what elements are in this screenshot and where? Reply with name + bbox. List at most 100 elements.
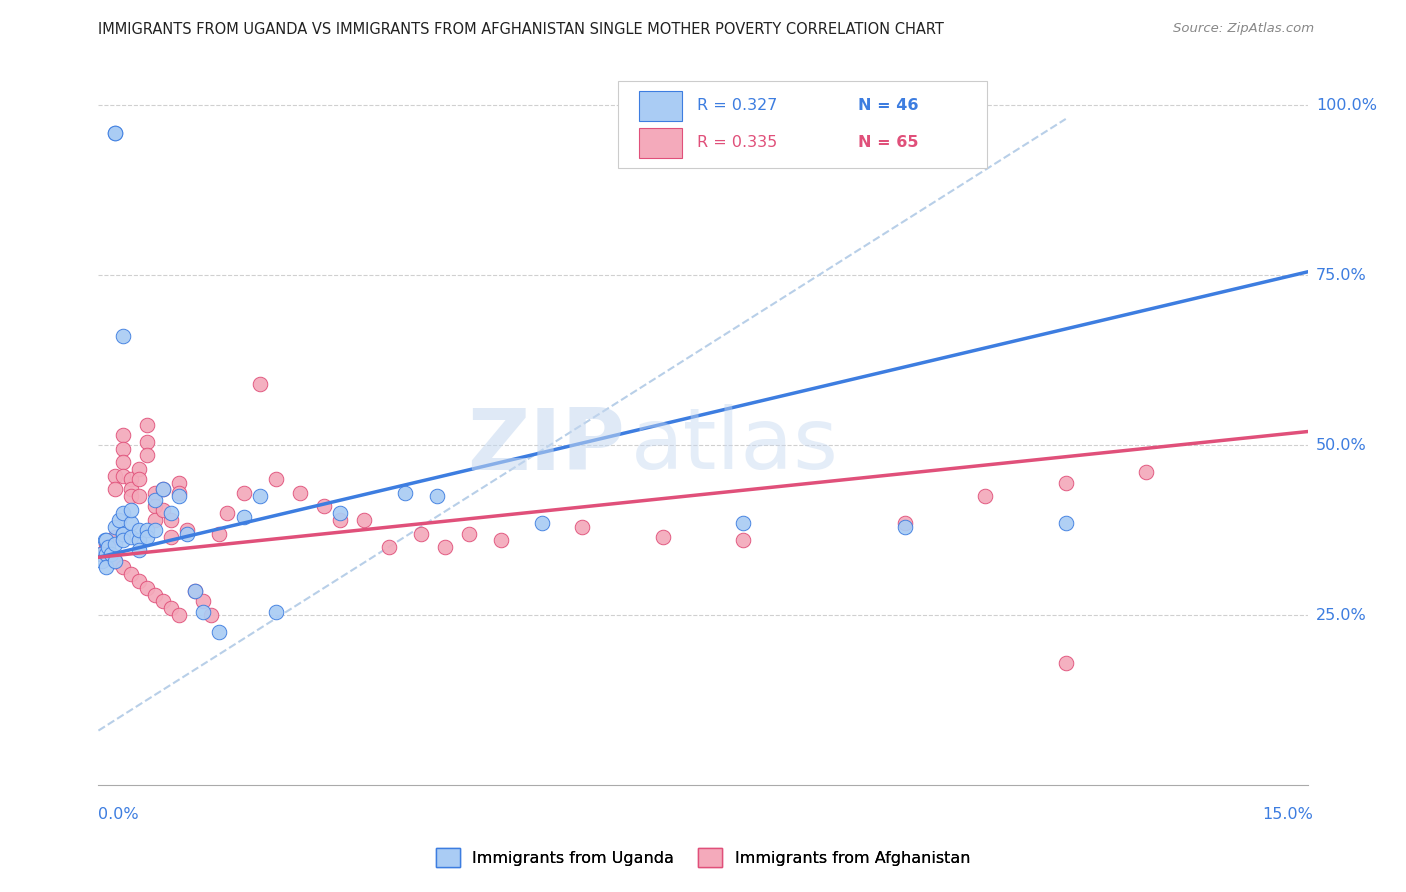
Point [120, 530, 142, 544]
Text: 25.0%: 25.0% [1316, 607, 1367, 623]
Point [135, 581, 157, 595]
Point [160, 506, 183, 520]
Point [96, 547, 118, 561]
Point [111, 442, 134, 456]
Point [128, 489, 150, 503]
Point [733, 516, 755, 531]
Point [167, 475, 190, 490]
Point [94, 533, 117, 548]
Point [111, 455, 134, 469]
Point [128, 543, 150, 558]
Text: N = 65: N = 65 [858, 135, 918, 150]
Point [733, 533, 755, 548]
FancyBboxPatch shape [638, 91, 682, 120]
Point [893, 516, 915, 531]
Point [120, 489, 142, 503]
Point [160, 513, 183, 527]
Point [571, 519, 593, 533]
Point [143, 485, 166, 500]
Point [329, 506, 352, 520]
Point [135, 530, 157, 544]
Point [107, 513, 129, 527]
Text: Source: ZipAtlas.com: Source: ZipAtlas.com [1174, 22, 1315, 36]
Point [90, 547, 112, 561]
Point [152, 483, 174, 497]
Point [1054, 516, 1077, 531]
Point [217, 506, 239, 520]
Point [152, 483, 174, 497]
Point [120, 472, 142, 486]
Point [111, 526, 134, 541]
Point [96, 543, 118, 558]
Point [1054, 475, 1077, 490]
Point [377, 540, 399, 554]
Text: 50.0%: 50.0% [1316, 438, 1367, 452]
Point [491, 533, 513, 548]
Point [103, 468, 125, 483]
Point [128, 472, 150, 486]
Point [353, 513, 375, 527]
Text: 100.0%: 100.0% [1316, 98, 1376, 113]
Point [530, 516, 553, 531]
Point [394, 485, 416, 500]
FancyBboxPatch shape [619, 80, 987, 168]
Point [160, 601, 183, 615]
Point [103, 530, 125, 544]
Point [288, 485, 311, 500]
Point [176, 526, 198, 541]
Point [434, 540, 457, 554]
Point [120, 516, 142, 531]
Point [100, 547, 122, 561]
Point [96, 537, 118, 551]
Point [1135, 466, 1157, 480]
Point [128, 533, 150, 548]
Point [111, 560, 134, 574]
Point [143, 492, 166, 507]
Point [111, 329, 134, 343]
Point [120, 502, 142, 516]
Point [426, 489, 449, 503]
Point [97, 540, 120, 554]
Point [111, 533, 134, 548]
Point [208, 625, 231, 640]
Point [96, 550, 118, 565]
Point [120, 483, 142, 497]
Point [91, 554, 114, 568]
Point [1054, 656, 1077, 670]
Point [152, 594, 174, 608]
Point [167, 489, 190, 503]
Point [193, 605, 215, 619]
Point [160, 530, 183, 544]
Text: R = 0.335: R = 0.335 [697, 135, 793, 150]
Point [167, 485, 190, 500]
Point [103, 126, 125, 140]
Point [458, 526, 481, 541]
Point [143, 513, 166, 527]
Point [111, 428, 134, 442]
Point [176, 523, 198, 537]
FancyBboxPatch shape [638, 128, 682, 158]
Point [314, 500, 336, 514]
Point [135, 434, 157, 449]
Point [232, 485, 254, 500]
Text: N = 46: N = 46 [858, 98, 918, 113]
Text: atlas: atlas [630, 404, 838, 488]
Point [249, 489, 271, 503]
Text: IMMIGRANTS FROM UGANDA VS IMMIGRANTS FROM AFGHANISTAN SINGLE MOTHER POVERTY CORR: IMMIGRANTS FROM UGANDA VS IMMIGRANTS FRO… [98, 22, 945, 37]
Point [893, 519, 915, 533]
Point [111, 526, 134, 541]
Point [184, 584, 207, 599]
Point [143, 588, 166, 602]
Point [103, 483, 125, 497]
Point [193, 594, 215, 608]
Point [135, 523, 157, 537]
Text: R = 0.327: R = 0.327 [697, 98, 793, 113]
Point [651, 530, 673, 544]
Point [143, 500, 166, 514]
Point [167, 608, 190, 623]
Point [184, 584, 207, 599]
Point [96, 560, 118, 574]
Point [135, 417, 157, 432]
Point [232, 509, 254, 524]
Point [264, 605, 287, 619]
